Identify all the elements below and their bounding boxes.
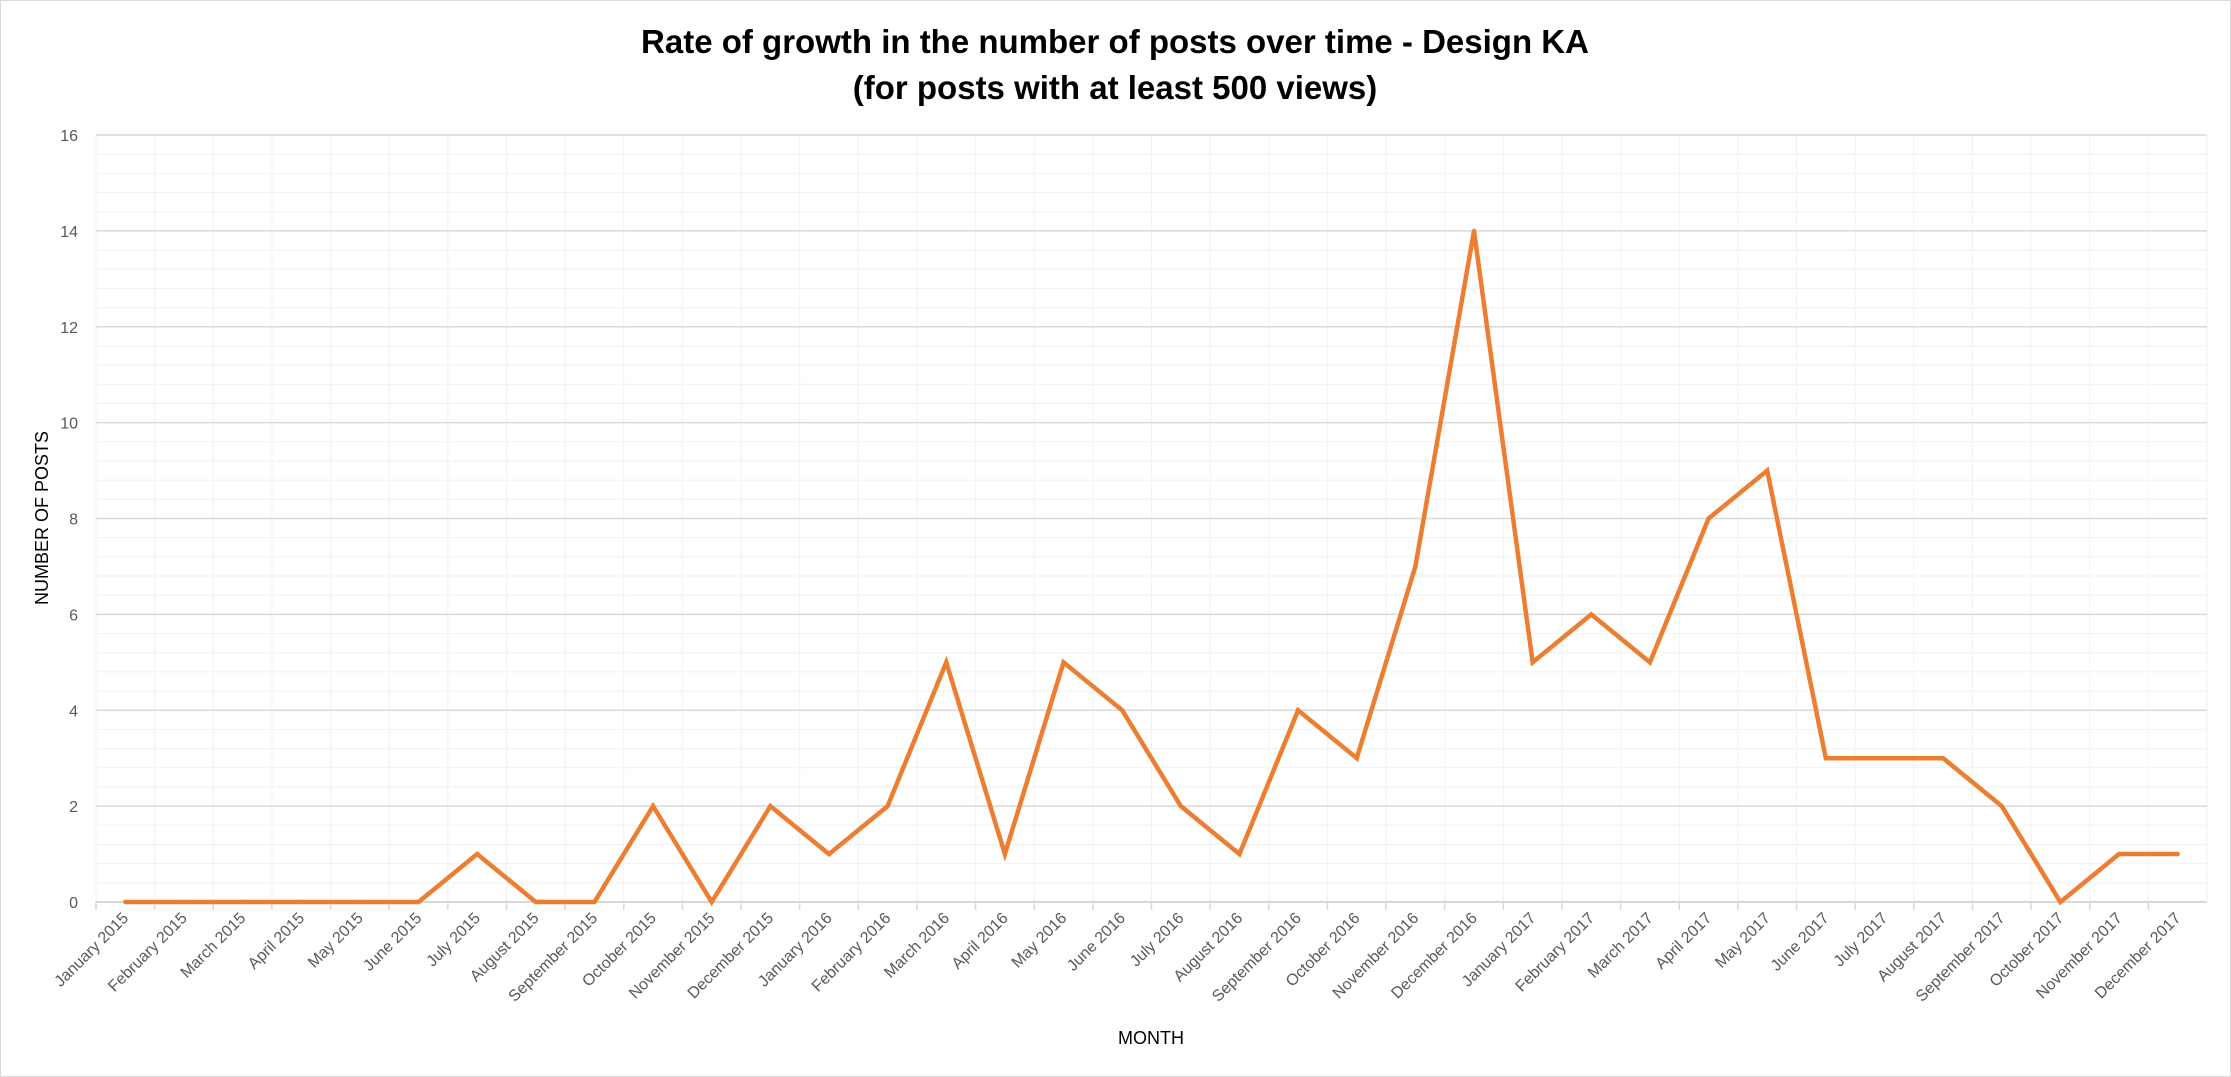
data-point bbox=[240, 899, 245, 905]
data-point bbox=[944, 660, 949, 665]
data-point bbox=[1882, 755, 1887, 761]
data-point bbox=[1471, 228, 1477, 234]
data-point bbox=[1413, 564, 1418, 569]
data-point bbox=[1765, 468, 1770, 473]
x-tick-label: May 2015 bbox=[305, 910, 367, 972]
chart-title: Rate of growth in the number of posts ov… bbox=[641, 23, 1589, 60]
data-point bbox=[1823, 755, 1829, 761]
x-tick-label: June 2017 bbox=[1768, 910, 1833, 975]
data-point bbox=[1295, 708, 1301, 713]
data-point bbox=[2175, 851, 2180, 857]
data-point bbox=[2058, 899, 2063, 905]
x-tick-label: June 2016 bbox=[1064, 910, 1129, 975]
y-axis-ticks: 0 2 4 6 8 10 12 14 16 bbox=[60, 128, 78, 912]
y-tick-label: 10 bbox=[60, 416, 78, 433]
x-tick-label: May 2016 bbox=[1009, 910, 1071, 972]
series-group bbox=[123, 228, 2180, 907]
data-point bbox=[1002, 851, 1008, 857]
data-point bbox=[299, 899, 304, 905]
data-point bbox=[1119, 708, 1125, 713]
x-tick-label: July 2017 bbox=[1831, 910, 1892, 971]
x-tick-label: May 2017 bbox=[1712, 910, 1774, 972]
data-point bbox=[1999, 803, 2004, 809]
data-point bbox=[650, 803, 656, 809]
x-tick-label: July 2016 bbox=[1127, 910, 1188, 971]
y-tick-label: 16 bbox=[60, 128, 78, 145]
data-point bbox=[181, 899, 187, 905]
x-axis-label: MONTH bbox=[1118, 1028, 1184, 1048]
data-point bbox=[768, 803, 773, 809]
data-point bbox=[1940, 755, 1946, 761]
x-tick-label: April 2017 bbox=[1652, 910, 1715, 973]
data-point bbox=[2116, 851, 2122, 857]
data-point bbox=[592, 899, 597, 905]
data-point bbox=[885, 803, 890, 809]
data-point bbox=[709, 899, 714, 905]
y-tick-label: 12 bbox=[60, 320, 78, 337]
y-tick-label: 4 bbox=[69, 703, 78, 720]
y-tick-label: 0 bbox=[69, 895, 78, 912]
data-point bbox=[1647, 660, 1653, 665]
data-point bbox=[123, 899, 128, 905]
data-point bbox=[1178, 803, 1184, 809]
data-point bbox=[1061, 660, 1066, 665]
y-tick-label: 14 bbox=[60, 224, 78, 241]
data-point bbox=[357, 899, 363, 905]
chart-subtitle: (for posts with at least 500 views) bbox=[853, 69, 1378, 106]
data-point bbox=[1706, 516, 1711, 521]
y-axis-label: NUMBER OF POSTS bbox=[32, 431, 52, 605]
y-tick-label: 2 bbox=[69, 799, 78, 816]
y-tick-label: 6 bbox=[69, 607, 78, 624]
data-point bbox=[826, 851, 832, 857]
data-point bbox=[1237, 851, 1242, 857]
data-point bbox=[474, 851, 480, 857]
x-tick-label: April 2016 bbox=[949, 910, 1012, 973]
series-line bbox=[125, 230, 2178, 907]
data-point bbox=[533, 899, 538, 905]
data-point bbox=[1354, 755, 1359, 761]
y-tick-label: 8 bbox=[69, 512, 78, 529]
data-point bbox=[416, 899, 421, 905]
data-point bbox=[1530, 660, 1535, 665]
x-tick-label: April 2015 bbox=[245, 910, 308, 973]
data-point bbox=[1589, 612, 1594, 617]
x-tick-label: June 2015 bbox=[360, 910, 425, 975]
x-tick-label: July 2015 bbox=[424, 910, 485, 971]
